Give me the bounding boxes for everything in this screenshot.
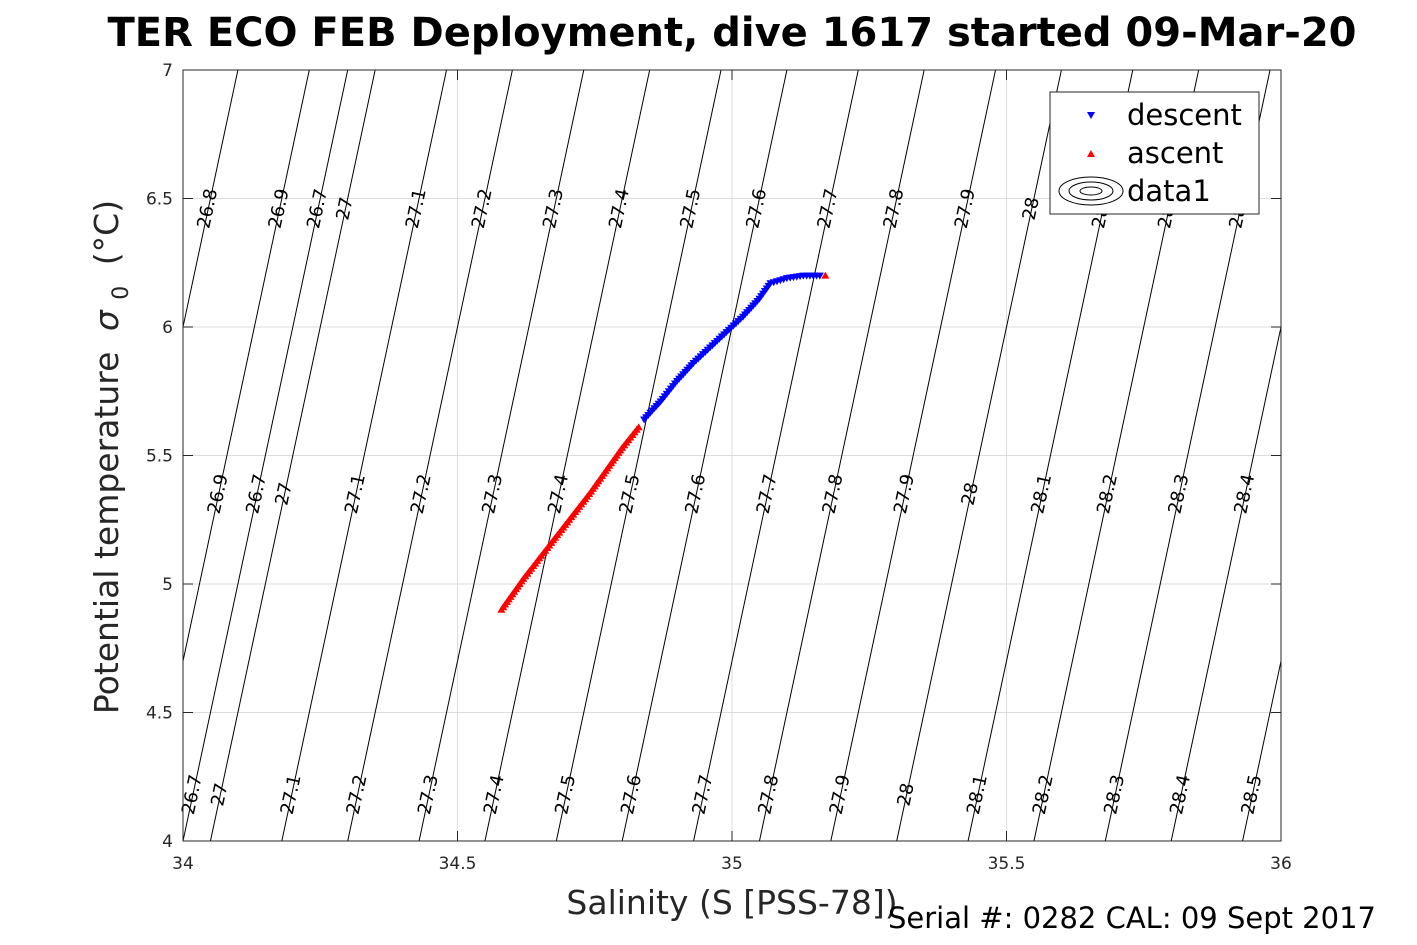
contour-line-27.7 — [693, 70, 859, 841]
contour-line-28.5 — [1242, 658, 1281, 841]
x-tick-label: 34.5 — [439, 854, 477, 874]
legend-descent-label: descent — [1127, 98, 1242, 132]
x-tick-label: 36 — [1270, 854, 1292, 874]
data-series — [497, 271, 830, 613]
x-tick-label: 34 — [172, 854, 194, 874]
contour-line-27.1 — [281, 70, 448, 841]
point-ascent — [634, 423, 643, 431]
legend-data1-label: data1 — [1127, 174, 1211, 208]
y-axis-title-text: Potential temperature — [87, 352, 126, 714]
y-tick-label: 6 — [162, 318, 173, 338]
contour-label-28: 28 — [1019, 195, 1044, 222]
legend-ascent-label: ascent — [1127, 136, 1223, 170]
y-tick-label: 6.5 — [146, 190, 173, 210]
y-tick-label: 4 — [162, 832, 173, 852]
contour-line-28 — [896, 70, 1062, 841]
legend-contour-icon — [1058, 176, 1124, 206]
legend-descent-marker — [1087, 112, 1095, 119]
y-axis-title: Potential temperature σ 0 (°C) — [87, 200, 136, 714]
contour-line-26.9 — [183, 70, 310, 664]
legend: descent ascent data1 — [1049, 91, 1260, 215]
contour-line-28.4 — [1170, 324, 1281, 841]
contour-line-27.9 — [830, 70, 997, 841]
contour-label-27: 27 — [207, 781, 232, 808]
contour-label-27: 27 — [332, 195, 357, 222]
y-axis-title-subscript: 0 — [109, 286, 134, 300]
contour-label-28: 28 — [958, 481, 983, 508]
contour-line-27.5 — [555, 70, 722, 841]
series-ascent — [497, 271, 830, 613]
contour-line-27.2 — [347, 70, 513, 841]
x-tick-label: 35.5 — [988, 854, 1026, 874]
legend-box — [1049, 91, 1260, 215]
contour-line-27 — [209, 70, 376, 841]
chart-title: TER ECO FEB Deployment, dive 1617 starte… — [107, 10, 1356, 56]
contour-line-26.7 — [183, 70, 349, 841]
x-axis-title: Salinity (S [PSS-78]) — [566, 883, 897, 922]
y-tick-label: 5 — [162, 575, 173, 595]
axis-ticks: 34 34.5 35 35.5 36 4 4.5 5 5.5 6 6.5 7 — [146, 61, 1292, 874]
serial-cal-footer: Serial #: 0282 CAL: 09 Sept 2017 — [888, 901, 1376, 935]
contour-line-27.6 — [621, 70, 788, 841]
svg-text:Potential temperature σ: Potential temperature σ 0 (°C) — [87, 200, 136, 714]
legend-ascent-marker — [1087, 150, 1095, 157]
x-tick-label: 35 — [721, 854, 743, 874]
series-descent — [640, 272, 824, 424]
contour-line-27.3 — [418, 70, 585, 841]
contour-line-27.8 — [758, 70, 925, 841]
point-ascent — [821, 271, 830, 279]
contour-line-27.4 — [484, 70, 651, 841]
contour-line-26.8 — [183, 70, 239, 330]
contour-label-28: 28 — [893, 781, 918, 808]
y-tick-label: 5.5 — [146, 447, 173, 467]
y-axis-title-symbol: σ — [87, 309, 126, 331]
contour-label-27: 27 — [271, 481, 296, 508]
y-tick-label: 7 — [162, 61, 173, 81]
point-descent — [815, 272, 824, 280]
y-axis-title-unit: (°C) — [87, 200, 126, 265]
y-tick-label: 4.5 — [146, 704, 173, 724]
